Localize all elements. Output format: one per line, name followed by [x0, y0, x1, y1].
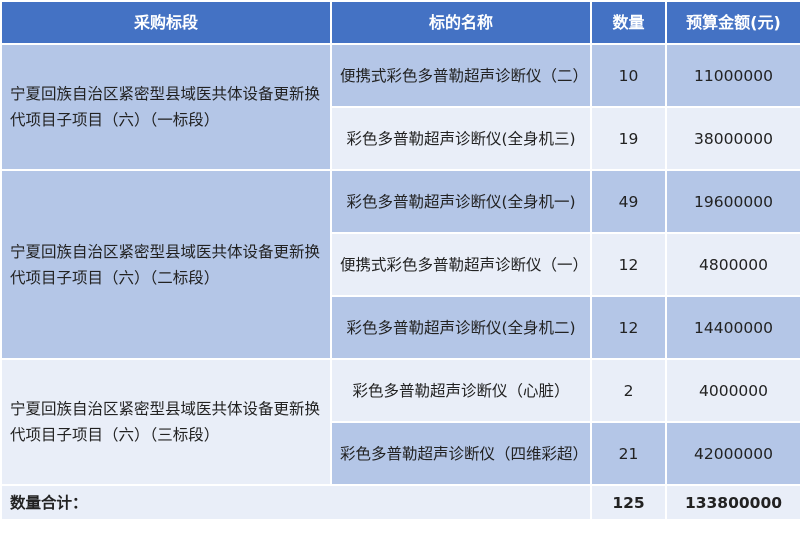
table-row: 彩色多普勒超声诊断仪(全身机二) 12 14400000	[1, 295, 800, 360]
header-item-name: 标的名称	[330, 0, 592, 45]
total-row: 数量合计： 125 133800000	[0, 484, 800, 521]
item-name: 彩色多普勒超声诊断仪(全身机二)	[330, 295, 592, 360]
item-budget: 38000000	[665, 106, 800, 171]
table-row: 彩色多普勒超声诊断仪(全身机三) 19 38000000	[1, 106, 800, 171]
table-row: 宁夏回族自治区紧密型县域医共体设备更新换代项目子项目（六）（三标段） 彩色多普勒…	[0, 358, 800, 486]
item-name: 彩色多普勒超声诊断仪(全身机一)	[330, 169, 592, 234]
total-qty: 125	[590, 484, 667, 521]
item-budget: 4000000	[665, 358, 800, 423]
table-row: 宁夏回族自治区紧密型县域医共体设备更新换代项目子项目（六）（二标段） 彩色多普勒…	[0, 169, 800, 360]
item-name: 便携式彩色多普勒超声诊断仪（一）	[330, 232, 592, 297]
total-budget: 133800000	[665, 484, 800, 521]
item-name: 便携式彩色多普勒超声诊断仪（二）	[330, 43, 592, 108]
item-qty: 12	[590, 295, 667, 360]
item-qty: 12	[590, 232, 667, 297]
item-qty: 19	[590, 106, 667, 171]
procurement-table: 采购标段 标的名称 数量 预算金额(元) 宁夏回族自治区紧密型县域医共体设备更新…	[0, 0, 800, 521]
table-row: 便携式彩色多普勒超声诊断仪（一） 12 4800000	[1, 232, 800, 297]
item-qty: 10	[590, 43, 667, 108]
item-qty: 2	[590, 358, 667, 423]
header-quantity: 数量	[590, 0, 667, 45]
header-budget: 预算金额(元)	[665, 0, 800, 45]
item-name: 彩色多普勒超声诊断仪（心脏）	[330, 358, 592, 423]
item-qty: 49	[590, 169, 667, 234]
item-qty: 21	[590, 421, 667, 486]
item-budget: 42000000	[665, 421, 800, 486]
item-name: 彩色多普勒超声诊断仪（四维彩超）	[330, 421, 592, 486]
segment-cell: 宁夏回族自治区紧密型县域医共体设备更新换代项目子项目（六）（二标段）	[0, 169, 332, 360]
segment-cell: 宁夏回族自治区紧密型县域医共体设备更新换代项目子项目（六）（一标段）	[0, 43, 332, 171]
item-budget: 4800000	[665, 232, 800, 297]
header-row: 采购标段 标的名称 数量 预算金额(元)	[0, 0, 800, 45]
item-budget: 19600000	[665, 169, 800, 234]
item-name: 彩色多普勒超声诊断仪(全身机三)	[330, 106, 592, 171]
header-segment: 采购标段	[0, 0, 332, 45]
segment-cell: 宁夏回族自治区紧密型县域医共体设备更新换代项目子项目（六）（三标段）	[0, 358, 332, 486]
total-label: 数量合计：	[0, 484, 592, 521]
table-row: 彩色多普勒超声诊断仪（四维彩超） 21 42000000	[1, 421, 800, 486]
item-budget: 11000000	[665, 43, 800, 108]
item-budget: 14400000	[665, 295, 800, 360]
table-row: 宁夏回族自治区紧密型县域医共体设备更新换代项目子项目（六）（一标段） 便携式彩色…	[0, 43, 800, 171]
